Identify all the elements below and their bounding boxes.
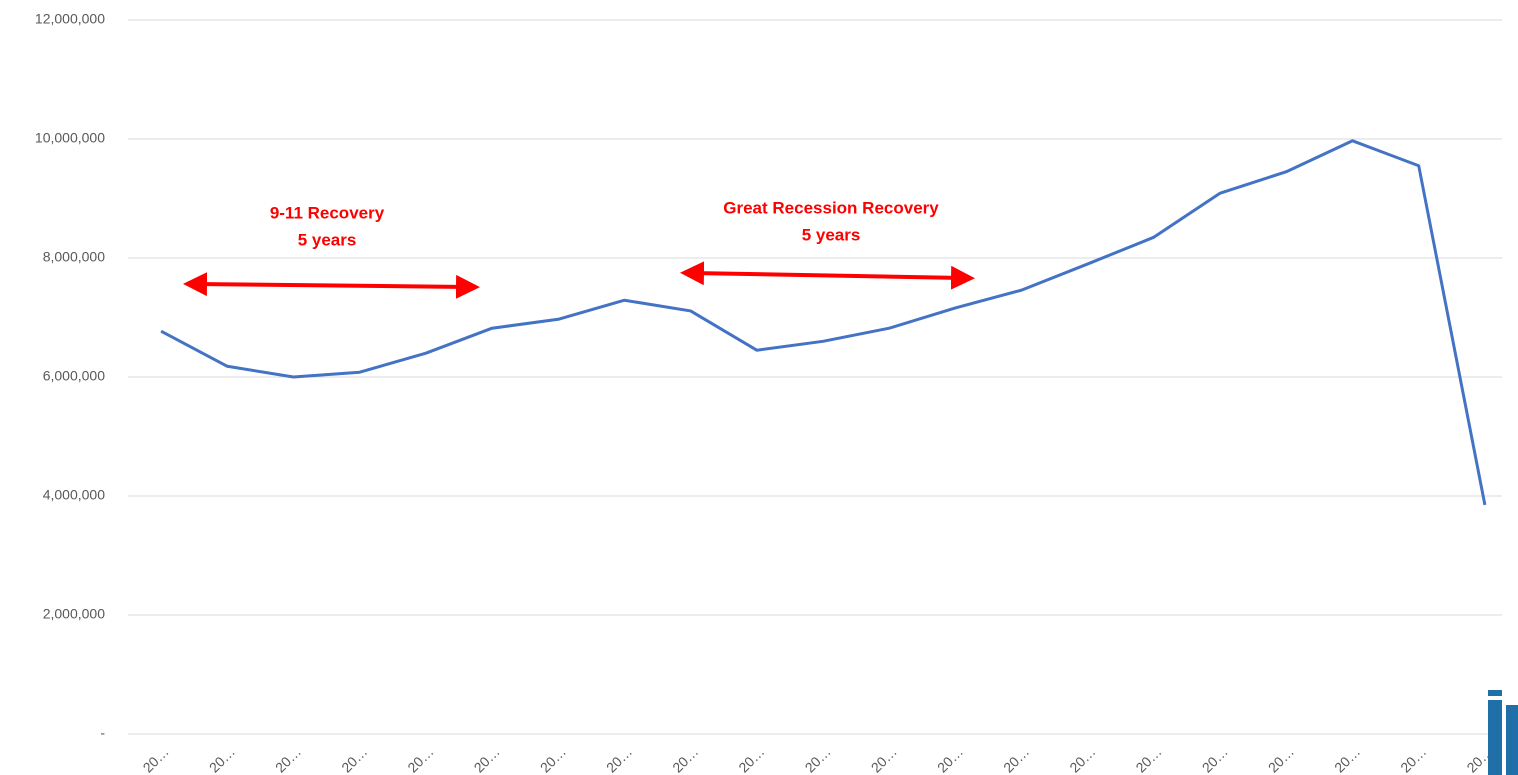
x-tick-label: 20… — [1199, 743, 1231, 775]
y-tick-label: 2,000,000 — [43, 606, 105, 622]
x-tick-label: 20… — [404, 743, 436, 775]
y-tick-label: - — [100, 725, 105, 741]
x-tick-label: 20… — [140, 743, 172, 775]
x-tick-label: 20… — [537, 743, 569, 775]
x-tick-label: 20… — [802, 743, 834, 775]
y-tick-label: 4,000,000 — [43, 487, 105, 503]
y-tick-label: 6,000,000 — [43, 368, 105, 384]
line-series — [160, 139, 1487, 506]
x-tick-label: 20… — [338, 743, 370, 775]
annotation: Great Recession Recovery — [723, 198, 939, 217]
x-tick-label: 20… — [272, 743, 304, 775]
y-tick-label: 12,000,000 — [35, 11, 105, 27]
x-tick-label: 20… — [206, 743, 238, 775]
arrow — [680, 261, 975, 290]
arrow — [183, 272, 480, 299]
x-tick-label: 20… — [471, 743, 503, 775]
x-tick-label: 20… — [1000, 743, 1032, 775]
x-tick-label: 20… — [934, 743, 966, 775]
y-tick-label: 10,000,000 — [35, 130, 105, 146]
y-tick-label: 8,000,000 — [43, 249, 105, 265]
annotation: 9-11 Recovery — [270, 203, 385, 222]
grid — [128, 19, 1502, 735]
x-tick-label: 20… — [735, 743, 767, 775]
x-tick-label: 20… — [1066, 743, 1098, 775]
x-tick-label: 20… — [868, 743, 900, 775]
x-tick-label: 20… — [603, 743, 635, 775]
x-tick-label: 20… — [1132, 743, 1164, 775]
x-tick-label: 20… — [1397, 743, 1429, 775]
x-tick-label: 20… — [669, 743, 701, 775]
x-tick-label: 20… — [1265, 743, 1297, 775]
logo — [1488, 690, 1518, 775]
annotation: 5 years — [298, 230, 357, 249]
annotation: 5 years — [802, 225, 861, 244]
x-tick-label: 20… — [1331, 743, 1363, 775]
